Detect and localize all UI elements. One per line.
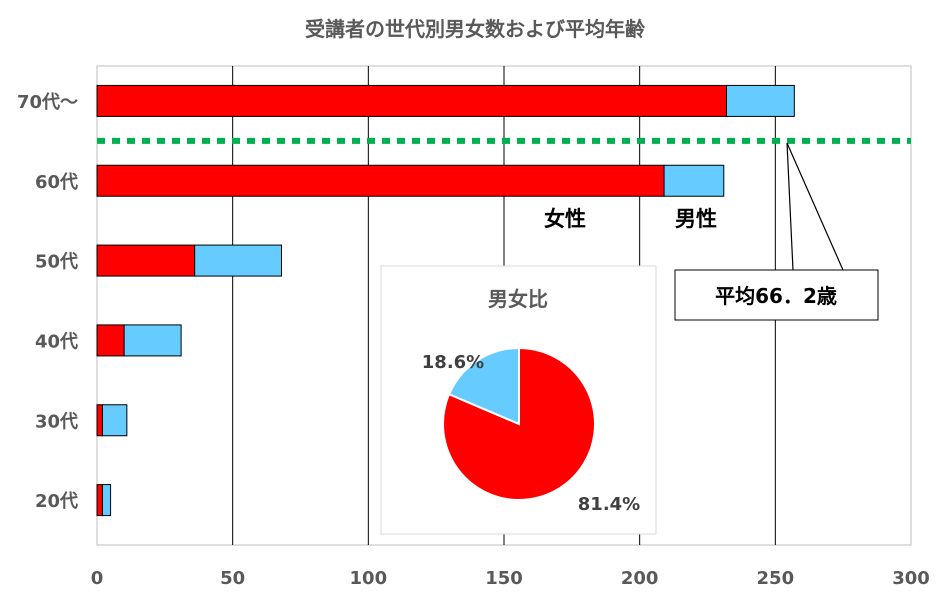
x-tick-label: 150 (485, 568, 523, 589)
bar-male (101, 404, 128, 437)
x-tick-label: 100 (350, 568, 388, 589)
callout-label: 平均66．2歳 (715, 284, 837, 308)
pie-title: 男女比 (488, 287, 548, 311)
y-tick-label: 40代 (35, 331, 78, 352)
x-tick-label: 300 (892, 568, 930, 589)
bar-female (96, 84, 727, 117)
bar-female (96, 324, 125, 357)
inset-pie-chart: 男女比 18.6% 81.4% (380, 265, 657, 535)
x-axis-tick-labels: 0 50 100 150 200 250 300 (91, 568, 930, 589)
pie-label-male: 18.6% (422, 352, 484, 373)
pie-label-female: 81.4% (578, 494, 640, 515)
callout-leader-left (786, 142, 794, 271)
pie-slice-male (447, 346, 520, 426)
average-age-callout: 平均66．2歳 (674, 142, 879, 321)
plot-area (96, 65, 912, 546)
series-label-female: 女性 (544, 207, 586, 231)
x-tick-label: 250 (757, 568, 795, 589)
bars (96, 84, 795, 517)
y-tick-label: 70代～ (17, 92, 78, 113)
bar-male (194, 244, 283, 277)
y-tick-label: 30代 (35, 411, 78, 432)
y-tick-label: 20代 (35, 491, 78, 512)
bar-female (96, 484, 103, 517)
bar-male (725, 84, 795, 117)
chart-title: 受講者の世代別男女数および平均年齢 (305, 17, 646, 41)
bar-male (663, 164, 725, 197)
pie-slices (442, 346, 596, 501)
bar-female (96, 404, 103, 437)
bar-female (96, 164, 665, 197)
x-tick-label: 50 (220, 568, 245, 589)
x-tick-label: 200 (621, 568, 659, 589)
x-tick-label: 0 (91, 568, 104, 589)
bar-male (123, 324, 182, 357)
series-label-male: 男性 (675, 207, 717, 231)
y-axis-tick-labels: 70代～ 60代 50代 40代 30代 20代 (17, 92, 78, 512)
callout-box (674, 269, 879, 321)
bar-female (96, 244, 196, 277)
callout-leader-right (786, 142, 844, 271)
bar-male (101, 484, 112, 517)
y-tick-label: 60代 (35, 172, 78, 193)
y-tick-label: 50代 (35, 252, 78, 273)
